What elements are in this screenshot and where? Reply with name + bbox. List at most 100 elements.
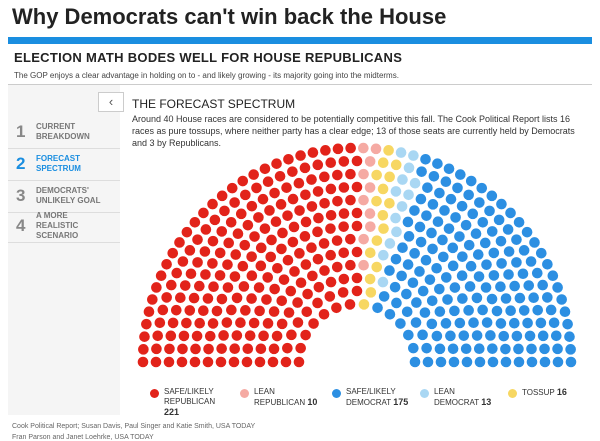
seat xyxy=(545,304,557,316)
back-button[interactable]: ‹ xyxy=(98,92,124,112)
legend-value: 10 xyxy=(307,397,318,407)
seat xyxy=(287,236,299,248)
seat xyxy=(401,306,413,318)
seat xyxy=(450,212,461,223)
seat xyxy=(167,317,179,329)
seat xyxy=(424,274,436,285)
seat xyxy=(270,216,282,228)
seat xyxy=(282,342,293,354)
legend-label: TOSSUP xyxy=(522,388,555,397)
seat xyxy=(442,294,453,305)
seat xyxy=(378,291,390,302)
seat xyxy=(415,236,427,248)
seat xyxy=(226,304,237,316)
seat xyxy=(299,162,311,174)
seat xyxy=(377,183,389,195)
seat xyxy=(524,330,536,342)
seat xyxy=(463,189,474,201)
seat xyxy=(468,317,479,329)
seat xyxy=(417,329,428,341)
seat xyxy=(307,270,318,282)
seat xyxy=(509,280,520,292)
seat xyxy=(312,159,324,171)
legend-text: SAFE/LIKELY DEMOCRAT 175 xyxy=(346,387,412,408)
nav-item[interactable]: 1 CURRENT BREAKDOWN xyxy=(16,118,116,146)
seat xyxy=(239,239,251,251)
seat xyxy=(447,242,459,254)
seat xyxy=(261,294,272,305)
seat xyxy=(487,343,498,354)
seat xyxy=(496,198,507,210)
seat xyxy=(419,307,431,318)
seat xyxy=(508,317,520,329)
seat xyxy=(426,227,437,239)
seat xyxy=(253,282,265,293)
legend-swatch xyxy=(332,389,341,398)
legend-label: SAFE/LIKELY DEMOCRAT xyxy=(346,387,396,407)
seat xyxy=(476,182,488,194)
nav-item[interactable]: 4 A MORE REALISTIC SCENARIO xyxy=(16,211,116,240)
legend-value: 175 xyxy=(393,397,409,407)
seat xyxy=(539,356,551,368)
seat xyxy=(278,274,290,285)
nav-item[interactable]: 3 DEMOCRATS' UNLIKELY GOAL xyxy=(16,182,116,210)
seat xyxy=(351,246,363,258)
seat xyxy=(531,267,543,279)
seat xyxy=(179,280,191,291)
seat xyxy=(377,276,389,288)
seat xyxy=(255,343,267,355)
seat xyxy=(338,273,350,285)
seat xyxy=(431,262,442,274)
seat xyxy=(542,292,553,303)
nav-separator xyxy=(8,242,120,243)
seat xyxy=(422,356,434,368)
seat xyxy=(287,193,299,205)
seat xyxy=(521,226,533,238)
seat xyxy=(318,308,330,320)
seat xyxy=(139,331,150,342)
seat xyxy=(500,356,512,368)
seat xyxy=(313,212,324,224)
seat xyxy=(495,235,507,247)
seat xyxy=(447,343,459,355)
legend-swatch xyxy=(240,389,249,398)
seat xyxy=(556,294,567,305)
legend-text: LEAN DEMOCRAT 13 xyxy=(434,387,500,408)
seat xyxy=(253,212,264,223)
seat xyxy=(505,207,516,219)
seat xyxy=(535,247,547,259)
seat xyxy=(295,277,307,289)
seat xyxy=(198,207,209,219)
nav-item[interactable]: 2 FORECAST SPECTRUM xyxy=(16,150,116,178)
source: Cook Political Report; Susan Davis, Paul… xyxy=(12,423,256,430)
seat xyxy=(254,356,266,368)
seat xyxy=(403,329,414,341)
seat xyxy=(325,209,337,221)
seat xyxy=(396,270,407,282)
seat xyxy=(528,292,539,304)
seat xyxy=(449,305,460,317)
seat xyxy=(161,292,172,303)
seat xyxy=(300,259,312,270)
seat xyxy=(194,317,206,329)
seat xyxy=(526,343,537,355)
seat xyxy=(454,317,466,329)
legend-item: LEAN DEMOCRAT 13 xyxy=(420,387,500,408)
seat xyxy=(378,223,389,234)
seat xyxy=(300,329,311,341)
seat xyxy=(229,271,241,282)
seat xyxy=(312,253,324,265)
seat xyxy=(440,176,452,188)
nav-number: 4 xyxy=(16,216,26,235)
page-title: Why Democrats can't win back the House xyxy=(12,4,447,29)
seat xyxy=(246,270,258,282)
seat xyxy=(389,281,401,293)
seat xyxy=(301,306,313,318)
seat xyxy=(262,176,274,188)
seat xyxy=(331,302,342,314)
seat xyxy=(266,234,277,246)
seat xyxy=(371,195,382,207)
seat xyxy=(526,356,538,368)
seat xyxy=(460,343,472,355)
